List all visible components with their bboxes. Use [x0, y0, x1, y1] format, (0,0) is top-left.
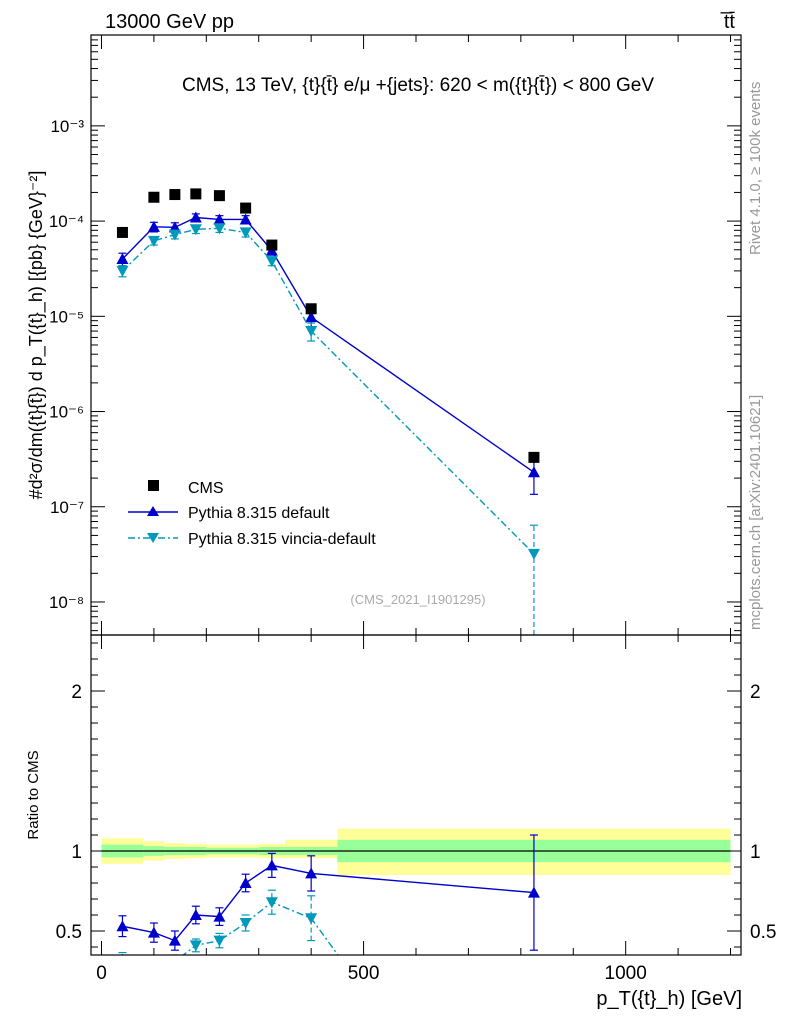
x-tick-label: 0	[96, 963, 107, 984]
ratio-y-tick-label-right: 1	[750, 842, 761, 863]
main-marks	[116, 188, 540, 635]
cms-point	[528, 451, 540, 463]
ratio-marks	[101, 828, 731, 969]
energy-label: 13000 GeV pp	[105, 11, 234, 33]
ratio-y-axis: 0.5 0.5 1 1 2 2	[56, 642, 776, 948]
ratio-vincia-line	[182, 901, 339, 955]
legend: CMS Pythia 8.315 default Pythia 8.315 vi…	[128, 480, 376, 548]
ratio-frame	[90, 634, 742, 956]
cms-point	[213, 190, 225, 202]
ratio-vincia-point	[116, 954, 129, 955]
ratio-default-point	[147, 926, 160, 938]
main-panel: 10⁻³ 10⁻⁴ 10⁻⁵ 10⁻⁶ 10⁻⁷ 10⁻⁸ CMS, 13 TeV, {t…	[26, 34, 742, 636]
ratio-vincia-point	[148, 958, 160, 969]
ratio-y-tick-label-right: 2	[750, 682, 761, 703]
vincia-point	[189, 224, 202, 236]
y-tick-label: 10⁻³	[50, 117, 84, 136]
cms-point	[266, 239, 278, 251]
default-point	[239, 213, 252, 225]
vincia-point	[265, 256, 278, 268]
main-x-ticks	[100, 35, 732, 635]
ratio-default-point	[239, 877, 252, 888]
x-tick-label: 1000	[605, 963, 647, 984]
y-tick-label: 10⁻⁶	[49, 403, 84, 422]
default-point	[116, 252, 129, 264]
cms-point	[116, 226, 128, 238]
vincia-point	[168, 229, 181, 241]
analysis-watermark: (CMS_2021_I1901295)	[350, 592, 485, 607]
legend-default-label: Pythia 8.315 default	[188, 505, 330, 522]
ratio-y-label: Ratio to CMS	[25, 750, 42, 839]
vincia-point	[213, 223, 226, 235]
ratio-vincia-point	[265, 897, 278, 909]
main-y-label: #d²σ/dm({t}{t̄}) d p_T({t}_h) [{pb} {GeV…	[26, 171, 47, 500]
y-tick-label: 10⁻⁵	[49, 307, 84, 326]
ratio-y-tick-label: 1	[71, 842, 82, 863]
cms-point	[240, 202, 252, 214]
legend-cms-label: CMS	[188, 480, 224, 497]
ratio-default-point	[265, 859, 278, 871]
default-point	[305, 311, 318, 323]
ratio-vincia-point	[213, 935, 226, 947]
ratio-x-axis: 0 500 1000	[96, 635, 732, 984]
ratio-default-point	[116, 920, 129, 932]
vincia-point	[527, 548, 540, 560]
vincia-point	[239, 227, 252, 239]
cms-point	[305, 303, 317, 315]
ratio-default-line	[122, 864, 535, 942]
ratio-vincia-point	[169, 956, 181, 967]
cms-point	[169, 189, 181, 201]
y-tick-label: 10⁻⁴	[49, 212, 84, 231]
ratio-default-point	[305, 867, 318, 879]
default-point	[213, 213, 226, 225]
ratio-y-tick-label: 2	[71, 682, 82, 703]
x-axis-label: p_T({t}_h) [GeV]	[596, 988, 742, 1010]
chart-title: CMS, 13 TeV, {t}{t̄} e/μ +{jets}: 620 < …	[182, 75, 654, 96]
ratio-y-tick-label-right: 0.5	[750, 922, 776, 943]
vincia-point	[147, 235, 160, 247]
ratio-y-tick-label: 0.5	[56, 922, 82, 943]
ratio-default-point	[189, 909, 202, 920]
ratio-panel: 0.5 0.5 1 1 2 2 0 500 1000 Ratio to CMS p_T({t}…	[25, 634, 776, 1010]
vincia-point	[116, 265, 129, 277]
cms-point	[148, 191, 160, 203]
rivet-label: Rivet 4.1.0, ≥ 100k events	[747, 82, 764, 255]
x-tick-label: 500	[348, 963, 380, 984]
legend-vincia-label: Pythia 8.315 vincia-default	[188, 531, 376, 548]
legend-default-marker	[147, 506, 159, 516]
mcplots-label: mcplots.cern.ch [arXiv:2401.10621]	[747, 395, 764, 630]
legend-cms-marker	[148, 480, 159, 491]
process-label: t̅t̄	[720, 11, 735, 33]
legend-vincia-marker	[147, 533, 159, 543]
default-point	[168, 221, 181, 233]
default-line	[121, 216, 535, 473]
y-tick-label: 10⁻⁷	[50, 498, 84, 517]
ratio-default-point	[168, 934, 181, 946]
y-tick-label: 10⁻⁸	[49, 593, 84, 612]
default-point	[527, 466, 540, 478]
ratio-default-point	[213, 910, 226, 922]
main-y-axis: 10⁻³ 10⁻⁴ 10⁻⁵ 10⁻⁶ 10⁻⁷ 10⁻⁸	[49, 39, 741, 632]
cms-point	[190, 188, 202, 200]
ratio-default-point	[527, 886, 540, 898]
ratio-vincia-point	[189, 940, 202, 952]
default-point	[147, 220, 160, 232]
ratio-vincia-point	[239, 918, 252, 929]
default-point	[189, 211, 202, 223]
vincia-point	[305, 326, 318, 338]
ratio-vincia-point	[305, 913, 318, 925]
